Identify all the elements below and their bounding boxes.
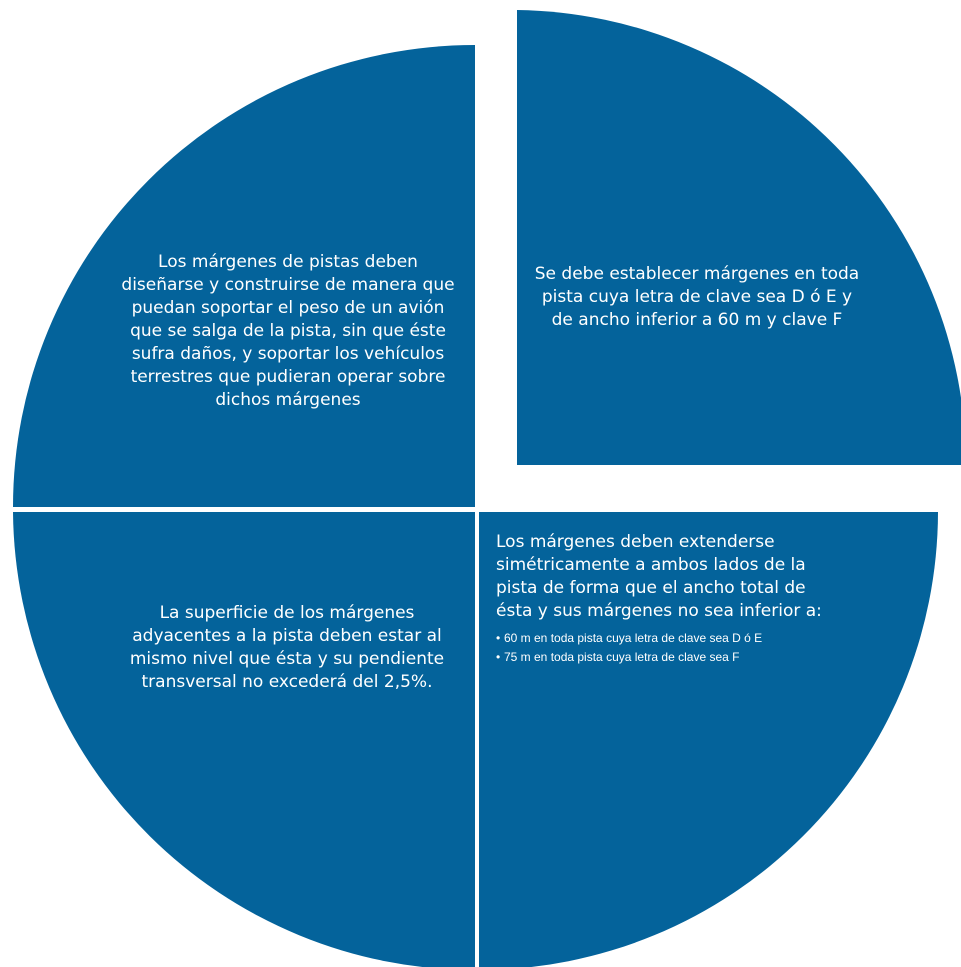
quadrant-top-right <box>517 10 961 465</box>
quadrant-top-left <box>13 45 475 507</box>
bullet-text: 60 m en toda pista cuya letra de clave s… <box>504 631 763 645</box>
quadrant-bottom-left <box>13 512 475 967</box>
quadrant-top-right-text: Se debe establecer márgenes en toda pist… <box>534 264 860 330</box>
bullet-text: 75 m en toda pista cuya letra de clave s… <box>504 650 740 664</box>
bullet-marker: • <box>496 650 501 664</box>
bullet-list: • 60 m en toda pista cuya letra de clave… <box>496 631 826 665</box>
bullet-item: • 75 m en toda pista cuya letra de clave… <box>496 650 826 665</box>
bullet-item: • 60 m en toda pista cuya letra de clave… <box>496 631 826 646</box>
quadrant-bottom-right-block: Los márgenes deben extenderse simétricam… <box>496 531 826 669</box>
bullet-marker: • <box>496 631 501 645</box>
quadrant-top-left-text: Los márgenes de pistas deben diseñarse y… <box>121 252 455 410</box>
quadrant-bottom-left-text: La superficie de los márgenes adyacentes… <box>129 603 445 692</box>
quadrant-bottom-right-text: Los márgenes deben extenderse simétricam… <box>496 532 822 621</box>
quadrant-bottom-right <box>479 512 938 967</box>
